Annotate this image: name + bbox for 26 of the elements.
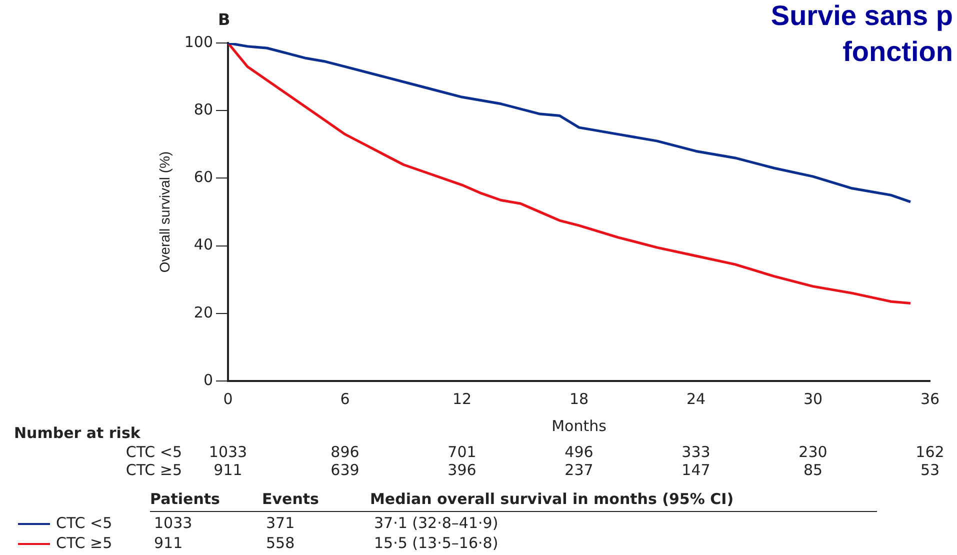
x-axis-title: Months — [552, 416, 607, 435]
text: Patients Events Median overall survival in months (95% CI) — [150, 490, 734, 508]
y-tick-label: 60 — [194, 168, 213, 186]
y-tick-label: 100 — [184, 32, 213, 51]
y-tick-label: 40 — [194, 236, 213, 254]
x-tick-label: 18 — [569, 390, 589, 408]
y-axis-title: Overall survival (%) — [156, 151, 172, 273]
x-tick-label: 6 — [340, 390, 350, 408]
text: B — [218, 10, 230, 30]
legend-label: CTC ≥5 — [56, 534, 112, 552]
x-tick-label: 0 — [223, 390, 233, 408]
x-tick-label: 30 — [803, 390, 823, 408]
x-tick-label: 36 — [920, 390, 940, 408]
chart-subtitle: fonction — [842, 36, 953, 68]
x-tick-label: 24 — [686, 390, 706, 408]
chart-title: Survie sans p — [770, 0, 953, 32]
y-tick-label: 0 — [203, 370, 213, 389]
text: 1033 371 37·1 (32·8–41·9) — [154, 514, 498, 532]
legend-label: CTC <5 — [56, 514, 112, 532]
x-tick-label: 12 — [452, 390, 472, 408]
text: CTC ≥5 911 639 396 237 147 85 53 — [126, 461, 940, 479]
text: 911 558 15·5 (13·5–16·8) — [154, 534, 498, 552]
text: CTC <5 1033 896 701 496 333 230 162 — [126, 443, 944, 461]
text: Number at risk — [14, 424, 140, 442]
y-tick-label: 80 — [194, 100, 213, 118]
y-tick-label: 20 — [194, 303, 213, 322]
